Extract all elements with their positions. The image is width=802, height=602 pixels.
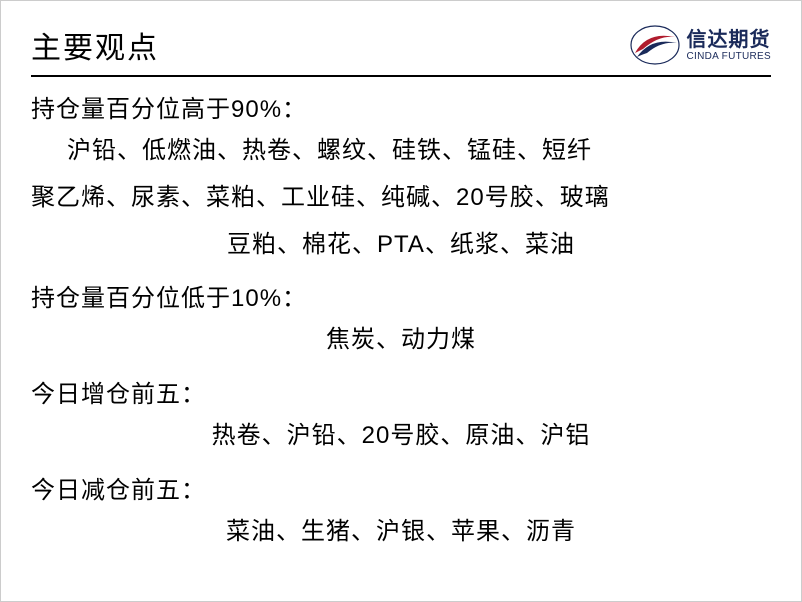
slide-header: 主要观点 信达期货 CINDA FUTURES — [31, 23, 771, 77]
section-dec5-line1: 菜油、生猪、沪银、苹果、沥青 — [31, 509, 771, 556]
slide-container: 主要观点 信达期货 CINDA FUTURES 持仓量百分位高于90%： 沪铅、… — [1, 1, 801, 601]
company-logo: 信达期货 CINDA FUTURES — [629, 23, 771, 67]
logo-text-block: 信达期货 CINDA FUTURES — [687, 29, 771, 62]
content-body: 持仓量百分位高于90%： 沪铅、低燃油、热卷、螺纹、硅铁、锰硅、短纤 聚乙烯、尿… — [31, 77, 771, 556]
section-high90-line3: 豆粕、棉花、PTA、纸浆、菜油 — [31, 222, 771, 269]
section-high90-line2: 聚乙烯、尿素、菜粕、工业硅、纯碱、20号胶、玻璃 — [31, 175, 771, 222]
section-label-low10: 持仓量百分位低于10%： — [31, 278, 771, 313]
logo-cn-text: 信达期货 — [687, 29, 771, 51]
logo-swoosh-icon — [629, 23, 681, 67]
section-label-inc5: 今日增仓前五： — [31, 374, 771, 409]
section-low10-line1: 焦炭、动力煤 — [31, 317, 771, 364]
section-inc5-line1: 热卷、沪铅、20号胶、原油、沪铝 — [31, 413, 771, 460]
page-title: 主要观点 — [31, 23, 159, 67]
section-high90-line1: 沪铅、低燃油、热卷、螺纹、硅铁、锰硅、短纤 — [31, 128, 771, 175]
logo-en-text: CINDA FUTURES — [687, 51, 771, 62]
section-label-dec5: 今日减仓前五： — [31, 470, 771, 505]
section-label-high90: 持仓量百分位高于90%： — [31, 89, 771, 124]
